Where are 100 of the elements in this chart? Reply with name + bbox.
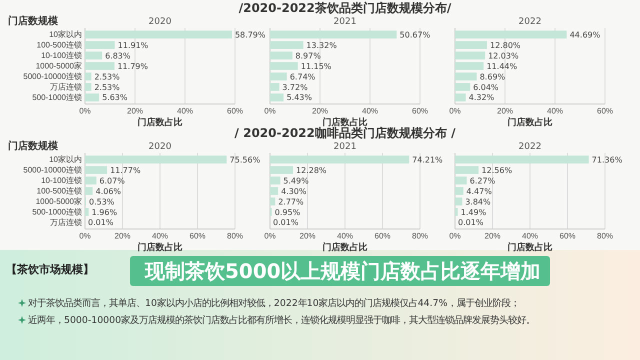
- data-label: 4.06%: [96, 186, 122, 196]
- bar: [85, 94, 100, 102]
- data-label: 1.49%: [460, 208, 487, 217]
- x-axis-title: 门店数占比: [508, 117, 552, 128]
- data-label: 8.97%: [295, 51, 322, 60]
- x-tick-label: 40%: [546, 106, 564, 116]
- bar: [455, 30, 567, 38]
- data-label: 0.53%: [88, 197, 115, 206]
- data-label: 4.32%: [468, 93, 495, 102]
- y-tick-label: 5000-10000连锁: [23, 72, 82, 82]
- bar: [455, 166, 479, 174]
- data-label: 11.79%: [117, 62, 148, 71]
- bar: [85, 41, 115, 49]
- x-tick-label: 0%: [264, 232, 276, 241]
- chart-title: /2020-2022茶饮品类门店数规模分布/: [238, 1, 452, 15]
- x-tick-label: 0%: [449, 232, 461, 241]
- x-tick-label: 60%: [596, 106, 614, 116]
- x-axis-title: 门店数占比: [138, 117, 182, 128]
- y-tick-label: 10家以内: [49, 155, 82, 164]
- bar: [85, 176, 96, 184]
- data-label: 2.53%: [94, 82, 120, 92]
- bar: [85, 83, 92, 91]
- x-tick-label: 40%: [362, 106, 378, 116]
- x-tick-label: 80%: [226, 232, 244, 241]
- x-axis-title: 门店数占比: [138, 242, 182, 253]
- bar: [270, 30, 397, 38]
- data-label: 0.95%: [274, 208, 301, 217]
- x-tick-label: 60%: [559, 232, 576, 241]
- bar: [270, 187, 278, 195]
- data-label: 6.83%: [105, 51, 131, 60]
- x-tick-label: 40%: [176, 106, 194, 116]
- bar: [270, 62, 298, 70]
- data-label: 5.49%: [283, 176, 310, 186]
- data-label: 6.74%: [290, 72, 316, 82]
- bar: [85, 52, 102, 60]
- data-label: 4.47%: [466, 186, 492, 196]
- x-tick-label: 60%: [189, 232, 206, 241]
- data-label: 5.43%: [286, 93, 312, 102]
- x-tick-label: 40%: [522, 232, 538, 241]
- chart-subtitle: 2021: [334, 17, 356, 27]
- data-label: 3.72%: [282, 82, 308, 92]
- x-tick-label: 0%: [449, 106, 461, 116]
- chart-title: / 2020-2022咖啡品类门店数规模分布 /: [234, 126, 456, 140]
- x-tick-label: 20%: [126, 106, 144, 116]
- x-tick-label: 60%: [374, 232, 391, 241]
- y-tick-label: 10家以内: [49, 30, 82, 40]
- x-axis-title: 门店数占比: [322, 117, 368, 128]
- bar: [270, 83, 280, 91]
- y-tick-label: 500-1000连锁: [32, 93, 82, 102]
- data-label: 12.56%: [482, 166, 512, 175]
- data-label: 12.28%: [296, 166, 327, 175]
- data-label: 2.53%: [94, 72, 120, 82]
- bar: [455, 156, 589, 164]
- x-axis-title: 门店数占比: [322, 242, 368, 253]
- data-label: 44.69%: [570, 30, 601, 40]
- text: 【茶饮市场规模】: [6, 263, 94, 276]
- data-label: 5.63%: [102, 93, 128, 102]
- data-label: 6.27%: [470, 176, 496, 186]
- bar: [455, 208, 458, 216]
- y-tick-label: 100-500连锁: [36, 40, 82, 50]
- bar: [455, 83, 470, 91]
- data-label: 71.36%: [592, 155, 623, 164]
- y-tick-label: 1000-5000家: [36, 197, 82, 206]
- data-label: 58.79%: [234, 30, 266, 40]
- x-tick-label: 20%: [299, 232, 316, 241]
- bar: [270, 176, 280, 184]
- bar: [455, 187, 464, 195]
- bar: [270, 41, 304, 49]
- x-tick-label: 40%: [336, 232, 354, 241]
- bar: [270, 72, 287, 80]
- bar: [85, 156, 227, 164]
- bar: [455, 62, 484, 70]
- bar: [455, 94, 466, 102]
- data-label: 12.80%: [490, 40, 521, 50]
- bar: [455, 72, 477, 80]
- y-tick-label: 1000-5000家: [36, 62, 82, 71]
- chart-subtitle: 2020: [148, 17, 172, 27]
- text: 对于茶饮品类而言，其单店、10家以内小店的比例相对较低，2022年10家店以内的门店规模仅占44.7%，属于创业阶段；: [28, 298, 520, 309]
- bar: [455, 52, 486, 60]
- y-tick-label: 100-500连锁: [36, 186, 82, 196]
- chart-subtitle: 2020: [148, 142, 172, 152]
- bar: [85, 62, 114, 70]
- data-label: 0.01%: [458, 218, 484, 228]
- data-label: 2.77%: [278, 197, 304, 206]
- data-label: 11.91%: [118, 40, 149, 50]
- bar: [270, 94, 284, 102]
- bar: [270, 156, 410, 164]
- x-tick-label: 40%: [152, 232, 168, 241]
- y-tick-label: 500-1000连锁: [32, 208, 82, 217]
- text: 近两年，5000-10000家及万店规模的茶饮门店数占比都有所增长，连锁化规模明显强于咖啡，其大型连锁品牌发展势头较好。: [28, 315, 536, 326]
- chart-subtitle: 2022: [518, 142, 542, 152]
- x-tick-label: 20%: [114, 232, 131, 241]
- bar: [455, 176, 467, 184]
- bar: [455, 198, 462, 206]
- data-label: 50.67%: [400, 30, 431, 40]
- x-tick-label: 20%: [496, 106, 514, 116]
- x-axis-title: 门店数占比: [508, 242, 552, 253]
- data-label: 6.07%: [99, 176, 126, 186]
- bar: [85, 187, 93, 195]
- x-tick-label: 20%: [484, 232, 501, 241]
